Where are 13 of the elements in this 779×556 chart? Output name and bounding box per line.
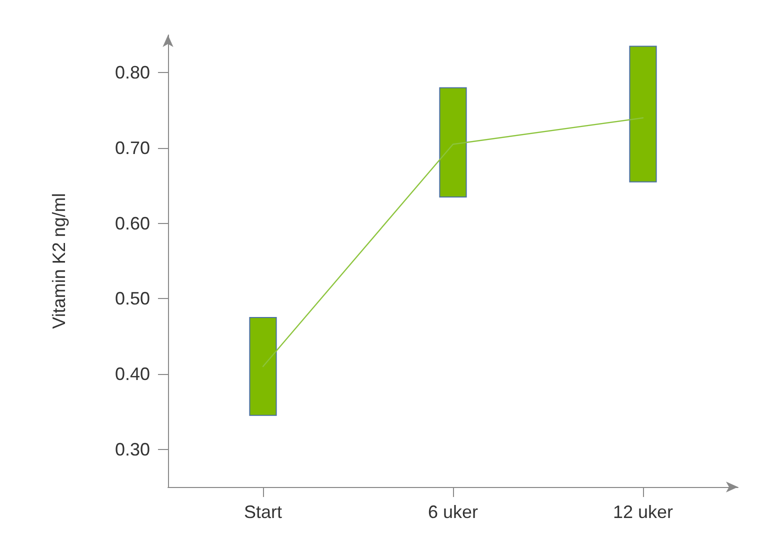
y-tick-label: 0.60 — [114, 213, 150, 234]
bar — [439, 87, 467, 198]
bar — [249, 317, 277, 416]
x-tick-label: Start — [244, 502, 282, 522]
y-tick-label: 0.80 — [114, 62, 150, 83]
y-tick-label: 0.30 — [114, 439, 150, 460]
x-tick-label: 12 uker — [612, 502, 674, 522]
x-tick-label: 6 uker — [428, 502, 478, 522]
y-axis-title: Vitamin K2 ng/ml — [49, 193, 69, 329]
y-tick-label: 0.40 — [114, 364, 150, 384]
y-tick-label: 0.50 — [114, 288, 150, 309]
bar — [629, 46, 657, 182]
y-tick-label: 0.70 — [114, 138, 150, 158]
